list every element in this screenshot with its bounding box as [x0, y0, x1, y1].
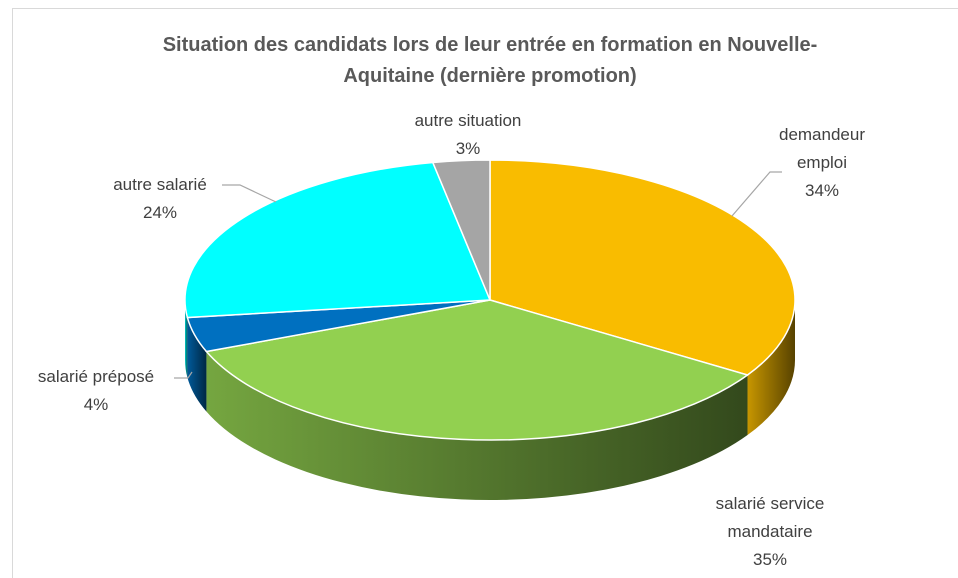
slice-side [206, 351, 748, 500]
leader-line [174, 371, 193, 379]
data-label: demandeur emploi 34% [772, 121, 872, 205]
leader-line [222, 184, 277, 203]
data-label: salarié préposé 4% [11, 363, 181, 419]
label-value: 3% [455, 139, 481, 158]
slice-side [187, 317, 207, 412]
label-name: autre situation [414, 111, 522, 130]
chart-border [12, 8, 958, 578]
label-value: 34% [804, 181, 840, 200]
slice [204, 299, 750, 441]
label-value: 24% [142, 203, 178, 222]
leader-line [731, 171, 782, 217]
label-name: demandeur emploi [778, 125, 865, 172]
slice [431, 159, 491, 301]
label-value: 4% [83, 395, 109, 414]
label-name: salarié préposé [37, 367, 155, 386]
slice [489, 159, 796, 376]
data-label: autre situation 3% [383, 107, 553, 163]
label-name: salarié service mandataire [715, 494, 825, 541]
pie [184, 159, 796, 500]
slice [184, 161, 492, 319]
chart-title: Situation des candidats lors de leur ent… [162, 34, 818, 87]
label-name: autre salarié [113, 175, 207, 194]
slice-side [747, 300, 795, 436]
leader-lines [174, 171, 782, 379]
data-label: salarié service mandataire 35% [695, 490, 845, 574]
data-label: autre salarié 24% [85, 171, 235, 227]
slice-side [185, 300, 188, 378]
label-value: 35% [752, 550, 788, 569]
